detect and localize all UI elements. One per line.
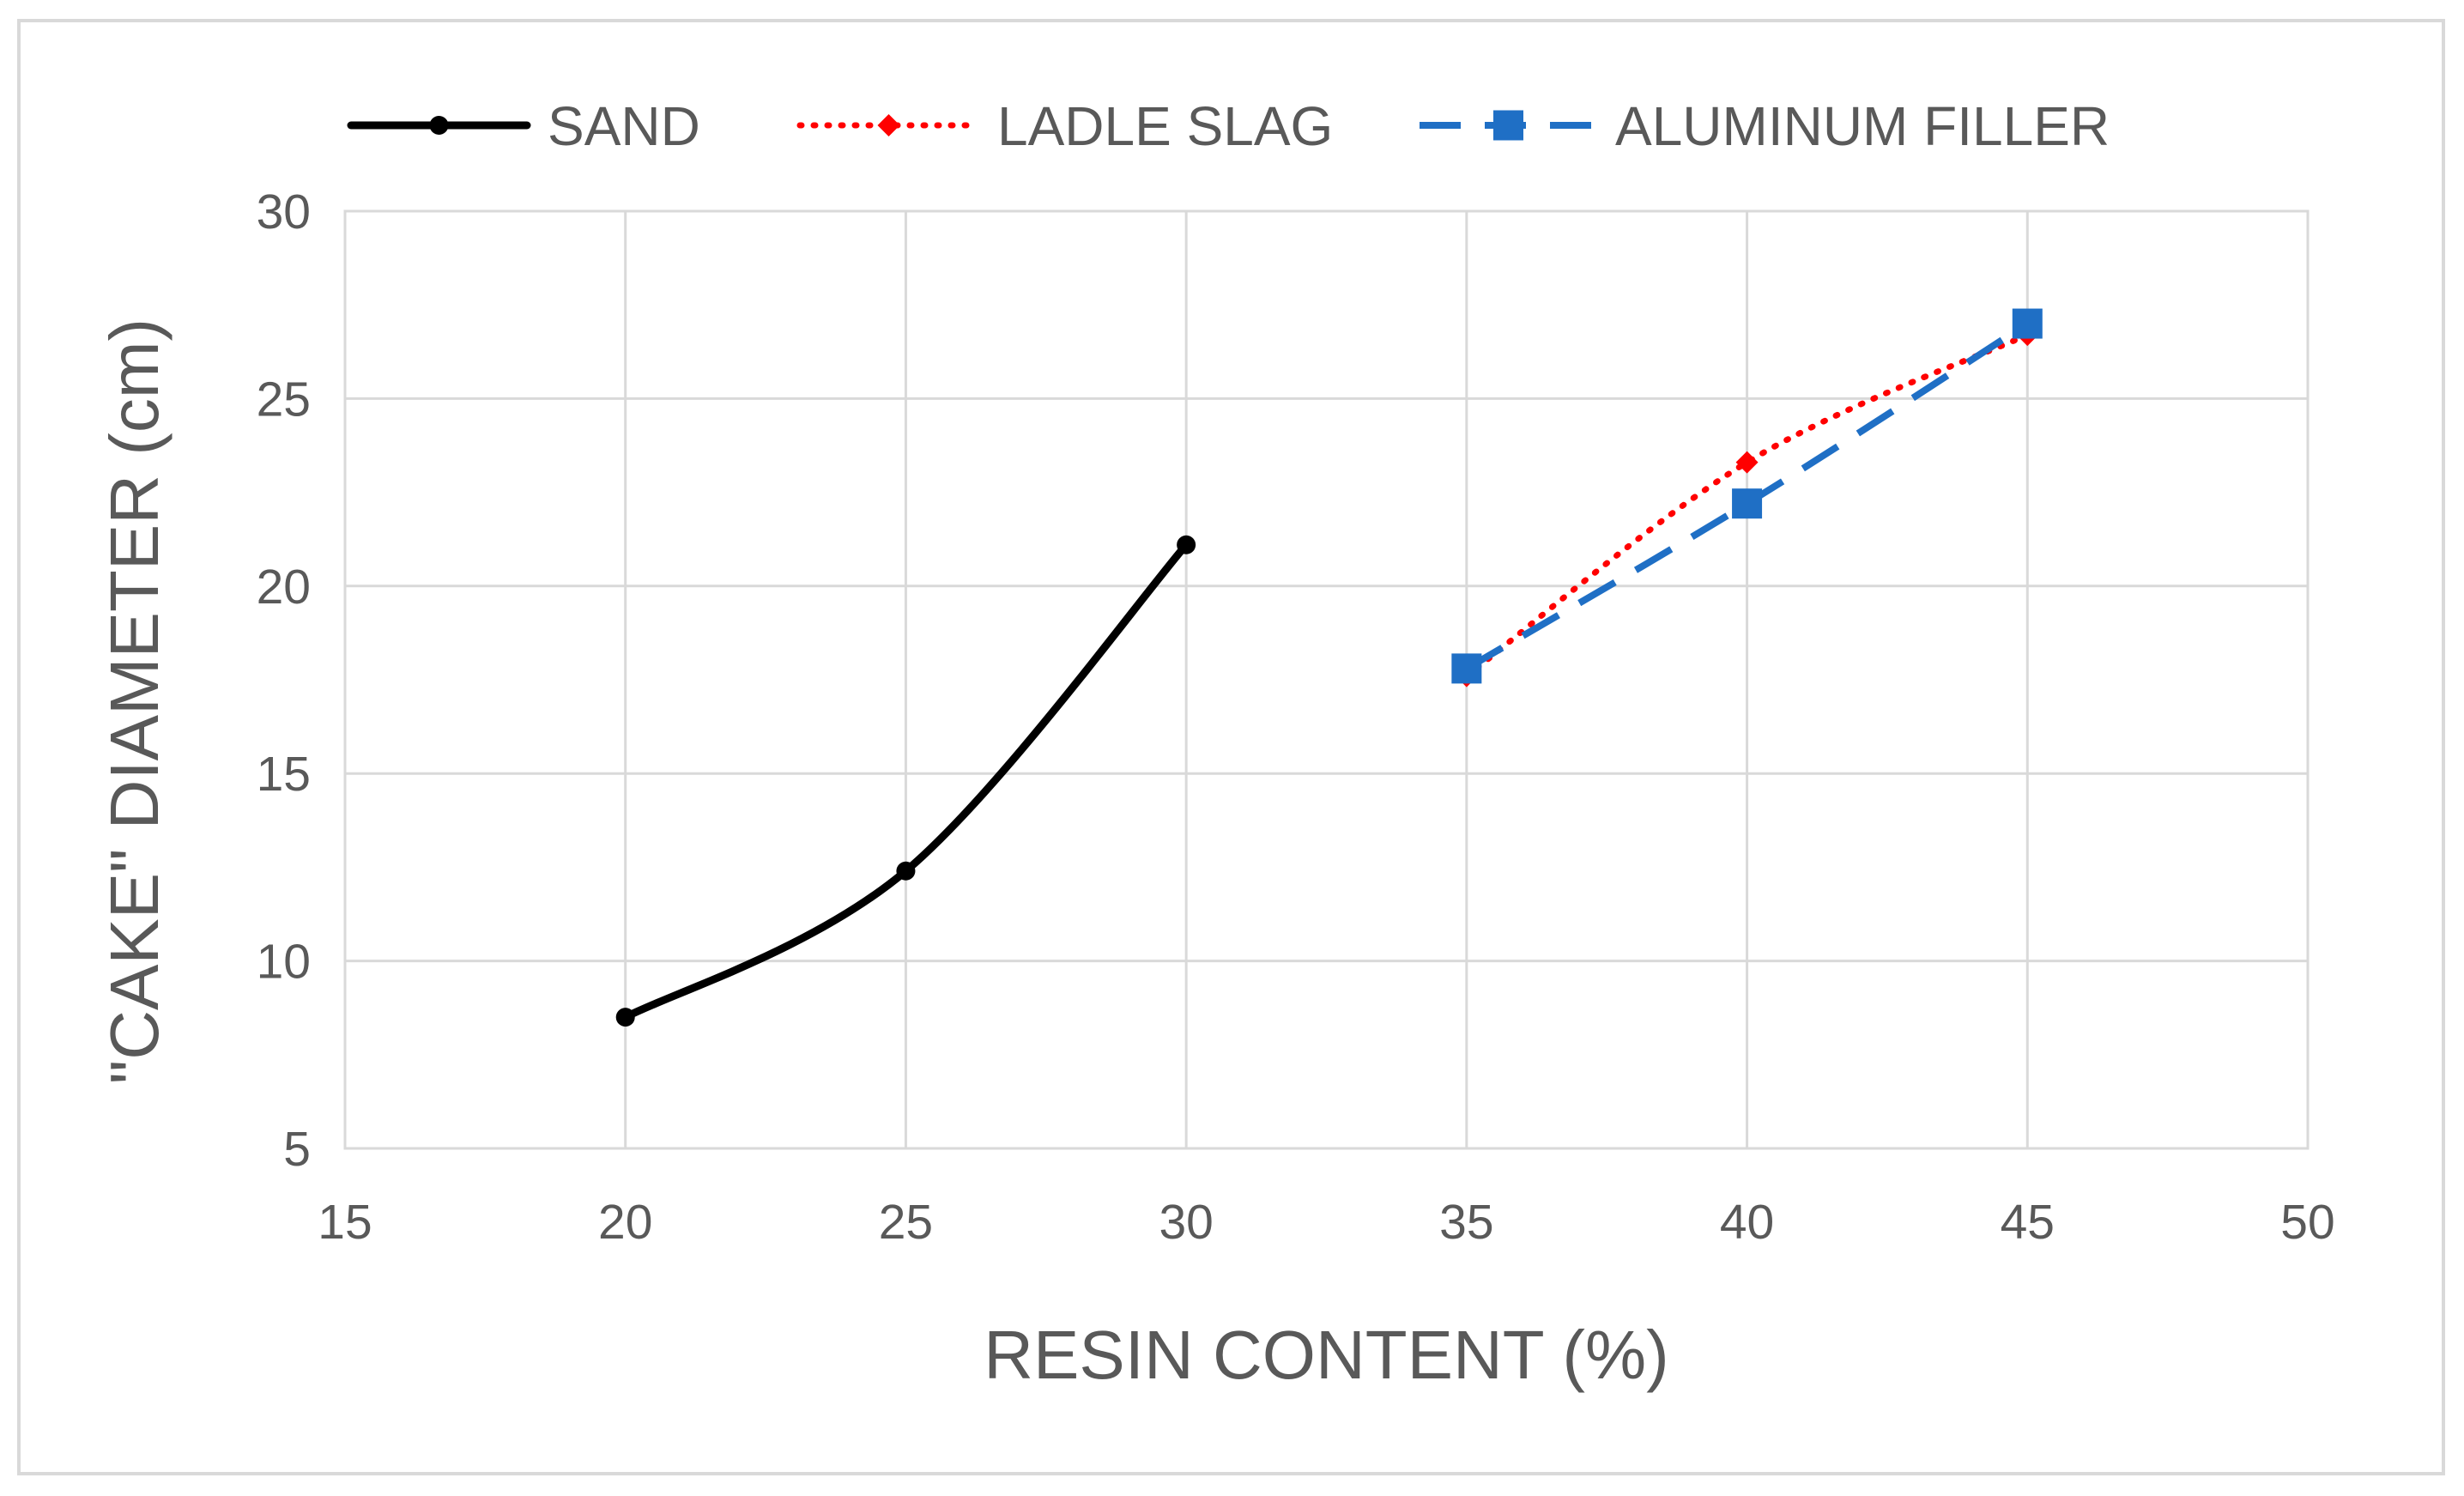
- series-line-aluminum-filler: [1464, 320, 2030, 672]
- data-point-aluminum-filler: [2012, 308, 2043, 339]
- x-tick-label: 40: [1720, 1195, 1774, 1250]
- series-lines: [621, 320, 2031, 1021]
- plot-area-border: [343, 209, 2310, 1150]
- series-markers: [615, 308, 2043, 1027]
- legend-label: SAND: [548, 95, 700, 157]
- data-point-aluminum-filler: [1451, 653, 1482, 684]
- legend-marker-swatch: [429, 116, 449, 135]
- y-tick-label: 10: [257, 935, 311, 990]
- x-tick-label: 25: [879, 1195, 933, 1250]
- legend-marker-swatch: [877, 114, 900, 136]
- data-point-ladle-slag: [1735, 451, 1759, 474]
- y-tick-label: 20: [257, 560, 311, 615]
- legend-marker-swatch: [1493, 110, 1523, 141]
- y-axis-title: "CAKE" DIAMETER (cm): [96, 318, 173, 1084]
- x-tick-label: 35: [1439, 1195, 1493, 1250]
- data-point-sand: [896, 861, 916, 881]
- data-point-sand: [1177, 535, 1196, 554]
- plot-border: [343, 209, 2310, 1150]
- legend: SAND LADLE SLAG ALUMINUM FILLER: [347, 95, 2110, 157]
- x-tick-label: 45: [2001, 1195, 2055, 1250]
- legend-label: ALUMINUM FILLER: [1615, 95, 2110, 157]
- y-tick-label: 5: [283, 1122, 311, 1177]
- y-tick-label: 30: [257, 185, 311, 239]
- x-axis-ticks: 15 20 25 30 35 40 45 50: [318, 1195, 2334, 1250]
- x-tick-label: 50: [2280, 1195, 2334, 1250]
- chart-frame: 15 20 25 30 35 40 45 50 5 10 15 20 25 30 RESIN CONTE…: [17, 19, 2445, 1475]
- series-line-ladle-slag: [1463, 331, 2031, 680]
- data-point-sand: [615, 1008, 635, 1027]
- y-tick-label: 25: [257, 372, 311, 427]
- legend-item-sand: SAND: [347, 95, 700, 157]
- legend-label: LADLE SLAG: [997, 95, 1333, 157]
- x-tick-label: 15: [318, 1195, 372, 1250]
- legend-item-aluminum-filler: ALUMINUM FILLER: [1420, 95, 2110, 157]
- y-tick-label: 15: [257, 747, 311, 802]
- y-axis-ticks: 5 10 15 20 25 30: [257, 185, 311, 1177]
- x-tick-label: 30: [1159, 1195, 1213, 1250]
- data-point-aluminum-filler: [1732, 488, 1763, 519]
- legend-item-ladle-slag: LADLE SLAG: [796, 95, 1333, 157]
- line-chart: 15 20 25 30 35 40 45 50 5 10 15 20 25 30 RESIN CONTE…: [96, 95, 2335, 1393]
- x-tick-label: 20: [598, 1195, 652, 1250]
- x-axis-title: RESIN CONTENT (%): [984, 1317, 1669, 1393]
